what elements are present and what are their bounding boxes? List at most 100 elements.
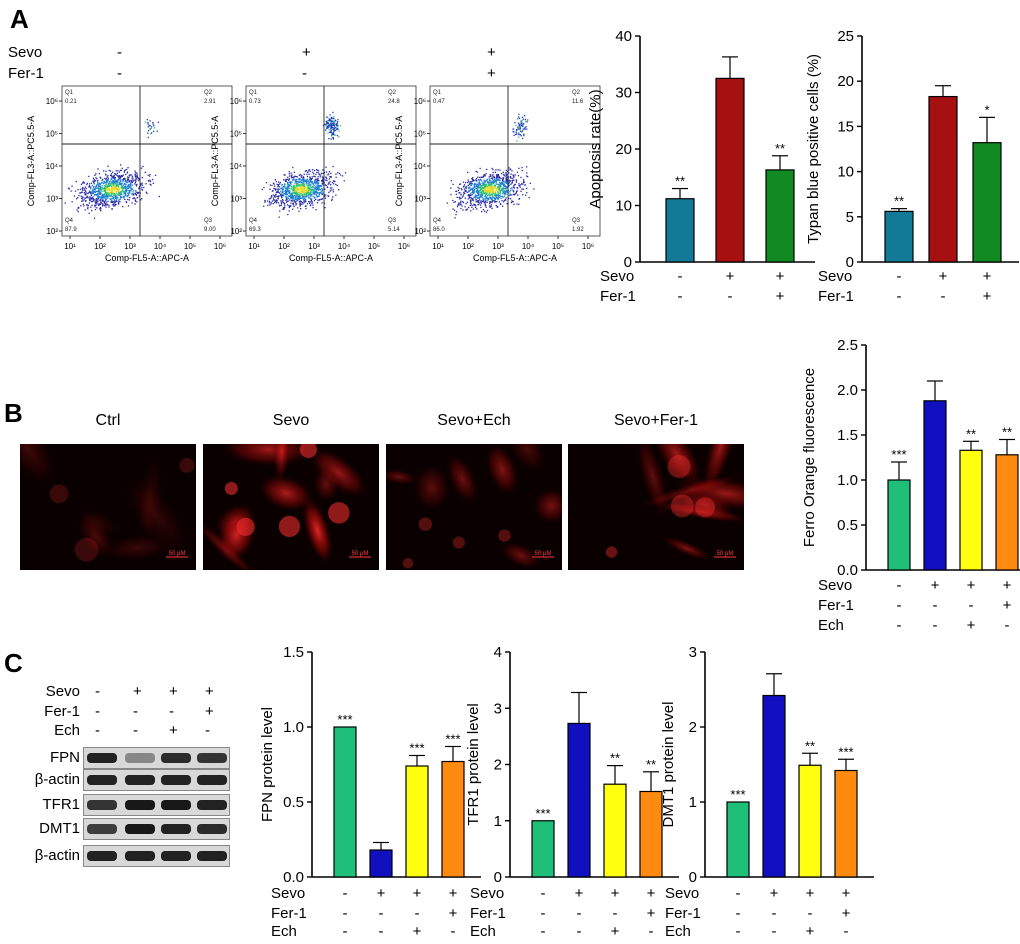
y-tick-label: 0.5	[283, 794, 304, 811]
bar-condition-sign: -	[576, 923, 582, 940]
flow-ytick-label: 10⁵	[414, 130, 426, 139]
flow-ytick-label: 10⁴	[46, 162, 59, 171]
flow-xtick-label: 10⁵	[184, 242, 196, 251]
svg-text:11.6: 11.6	[572, 99, 584, 105]
flow-ytick-label: 10³	[46, 195, 58, 204]
bar-condition-sign: -	[932, 597, 938, 614]
bar-condition-label: Ech	[271, 923, 297, 940]
bar-condition-sign: -	[727, 288, 733, 305]
bar	[928, 95, 958, 263]
flow-xtick-label: 10⁶	[582, 242, 594, 251]
blot-band	[197, 753, 227, 763]
flow-ytick-label: 10²	[46, 227, 58, 236]
blot-condition-sign: +	[133, 683, 142, 700]
bar-condition-label: Fer-1	[271, 905, 307, 922]
bar-condition-sign: +	[448, 885, 458, 902]
flow-xtick-label: 10²	[462, 242, 474, 251]
bar-condition-sign: +	[574, 885, 584, 902]
bar-condition-sign: +	[610, 885, 620, 902]
blot-condition-sign: -	[95, 703, 100, 720]
bar-condition-sign: -	[677, 288, 683, 305]
y-tick-label: 5	[846, 209, 854, 226]
y-tick-label: 1	[689, 794, 697, 811]
flow-ytick-label: 10³	[414, 195, 426, 204]
y-tick-label: 2.0	[837, 382, 858, 399]
blot-strip	[83, 794, 230, 816]
flow-ytick-label: 10⁴	[414, 162, 427, 171]
bar-condition-sign: -	[540, 923, 546, 940]
bar-condition-sign: -	[612, 905, 618, 922]
svg-text:0.73: 0.73	[249, 99, 261, 105]
blot-band	[87, 775, 117, 785]
bar	[369, 849, 393, 878]
svg-text:Q2: Q2	[572, 90, 581, 96]
bar-condition-sign: -	[378, 905, 384, 922]
bar-condition-label: Fer-1	[665, 905, 701, 922]
flow-plot-svg: Q1 0.47 Q2 11.6 Q4 86.0 Q3 1.92 10² 10³ 10⁴ 10⁵ 10⁶ 1…	[394, 85, 601, 263]
flow-xtick-label: 10³	[124, 242, 136, 251]
significance-label: *	[984, 102, 989, 117]
y-tick-label: 1.0	[283, 719, 304, 736]
panel-letter-c: C	[4, 648, 23, 678]
significance-label: **	[775, 141, 785, 156]
y-tick-label: 3	[689, 644, 697, 661]
svg-text:1.92: 1.92	[572, 227, 584, 233]
svg-text:0.21: 0.21	[65, 99, 77, 105]
bar-condition-label: Sevo	[818, 268, 853, 285]
bar-condition-sign: -	[735, 885, 741, 902]
flow-fer1-sign: -	[117, 65, 122, 82]
bar-condition-sign: +	[610, 923, 620, 940]
svg-text:69.3: 69.3	[249, 227, 261, 233]
fluorescence-micrograph: 50 μM	[568, 444, 744, 570]
blot-band-label: DMT1	[39, 820, 80, 837]
bar-condition-sign: +	[1002, 577, 1012, 594]
flow-xtick-label: 10⁵	[368, 242, 380, 251]
bar-condition-sign: -	[843, 923, 849, 940]
blot-condition-sign: -	[133, 703, 138, 720]
bar-condition-sign: +	[966, 577, 976, 594]
svg-text:87.9: 87.9	[65, 227, 77, 233]
blot-condition-sign: -	[169, 703, 174, 720]
flow-ytick-label: 10⁵	[230, 130, 242, 139]
blot-condition-sign: -	[95, 683, 100, 700]
bar	[884, 210, 914, 263]
y-tick-label: 15	[837, 118, 854, 135]
blot-condition-label: Ech	[54, 722, 80, 739]
micro-title: Sevo+Fer-1	[613, 412, 699, 429]
bar-condition-sign: +	[805, 923, 815, 940]
y-tick-label: 0	[494, 869, 502, 886]
bar-condition-sign: +	[930, 577, 940, 594]
bar-condition-sign: -	[968, 597, 974, 614]
flow-ytick-label: 10²	[414, 227, 426, 236]
scale-bar-label: 50 μM	[169, 551, 186, 557]
bar-condition-label: Sevo	[470, 885, 505, 902]
blot-band	[125, 775, 155, 785]
bar-condition-sign: +	[966, 617, 976, 634]
bar-condition-label: Sevo	[665, 885, 700, 902]
panel-letter-b: B	[4, 398, 23, 428]
y-tick-label: 0.5	[837, 517, 858, 534]
blot-band	[125, 753, 155, 763]
flow-ytick-label: 10⁶	[46, 97, 58, 106]
blot-condition-label: Sevo	[45, 683, 80, 700]
y-axis-label: Apoptosis rate(%)	[587, 89, 604, 208]
bar	[972, 142, 1002, 263]
bar-condition-sign: -	[940, 288, 946, 305]
fluorescence-micrograph: 50 μM	[386, 444, 562, 570]
svg-text:9.00: 9.00	[204, 227, 216, 233]
bar-condition-sign: -	[342, 885, 348, 902]
y-axis-label: Typan blue positive cells (%)	[805, 54, 822, 244]
y-tick-label: 1.5	[283, 644, 304, 661]
significance-label: ***	[445, 732, 460, 747]
blot-condition-label: Fer-1	[44, 703, 80, 720]
bar	[887, 479, 911, 571]
y-axis-label: DMT1 protein level	[660, 702, 677, 828]
flow-ylabel: Comp-FL3-A::PC5.5-A	[26, 116, 36, 207]
svg-text:86.0: 86.0	[433, 227, 445, 233]
bar-condition-sign: +	[1002, 597, 1012, 614]
blot-band	[161, 753, 191, 763]
flow-fer1-sign: +	[487, 65, 496, 82]
blot-band	[125, 824, 155, 834]
flow-plot-svg: Q1 0.21 Q2 2.91 Q4 87.9 Q3 9.00 10² 10³ 10⁴ 10⁵ 10⁶ 1…	[26, 85, 233, 263]
bar-condition-label: Fer-1	[818, 597, 854, 614]
